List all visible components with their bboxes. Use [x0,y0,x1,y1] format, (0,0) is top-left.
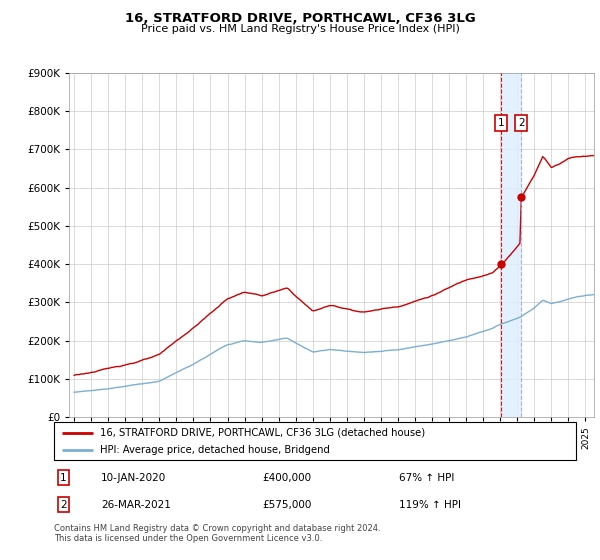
Text: 16, STRATFORD DRIVE, PORTHCAWL, CF36 3LG (detached house): 16, STRATFORD DRIVE, PORTHCAWL, CF36 3LG… [100,427,425,437]
Text: HPI: Average price, detached house, Bridgend: HPI: Average price, detached house, Brid… [100,445,330,455]
Text: 26-MAR-2021: 26-MAR-2021 [101,500,171,510]
Text: 10-JAN-2020: 10-JAN-2020 [101,473,166,483]
Bar [501,73,521,417]
FancyBboxPatch shape [54,422,576,460]
Text: 119% ↑ HPI: 119% ↑ HPI [398,500,461,510]
Text: Price paid vs. HM Land Registry's House Price Index (HPI): Price paid vs. HM Land Registry's House … [140,24,460,34]
Text: 1: 1 [497,118,504,128]
Text: Contains HM Land Registry data © Crown copyright and database right 2024.
This d: Contains HM Land Registry data © Crown c… [54,524,380,543]
Text: 1: 1 [60,473,67,483]
Text: 2: 2 [60,500,67,510]
Text: 2: 2 [518,118,524,128]
Text: 67% ↑ HPI: 67% ↑ HPI [398,473,454,483]
Text: £400,000: £400,000 [263,473,312,483]
Text: £575,000: £575,000 [263,500,312,510]
Text: 16, STRATFORD DRIVE, PORTHCAWL, CF36 3LG: 16, STRATFORD DRIVE, PORTHCAWL, CF36 3LG [125,12,475,25]
